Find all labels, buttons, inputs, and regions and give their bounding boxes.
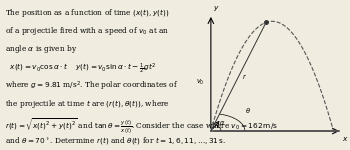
Text: angle $\alpha$ is given by: angle $\alpha$ is given by (5, 43, 77, 55)
Text: $\theta$: $\theta$ (245, 106, 251, 116)
Text: $\alpha$: $\alpha$ (219, 119, 226, 127)
Text: and $\theta = 70^\circ$. Determine $r(t)$ and $\theta(t)$ for $t = 1, 6, 11, \ld: and $\theta = 70^\circ$. Determine $r(t)… (5, 135, 226, 146)
Text: $x(t) = v_0\cos\alpha \cdot t$    $y(t) = v_0\sin\alpha \cdot t - \frac{1}{2}gt^: $x(t) = v_0\cos\alpha \cdot t$ $y(t) = v… (5, 61, 156, 76)
Text: The position as a function of time $(x(t), y(t))$: The position as a function of time $(x(t… (5, 7, 169, 19)
Text: $r(t) = \sqrt{x(t)^2+y(t)^2}$ and $\tan\theta = \frac{y(t)}{x(t)}$. Consider the: $r(t) = \sqrt{x(t)^2+y(t)^2}$ and $\tan\… (5, 116, 278, 135)
Text: of a projectile fired with a speed of $v_0$ at an: of a projectile fired with a speed of $v… (5, 25, 169, 37)
Text: $v_0$: $v_0$ (196, 78, 204, 87)
Text: $y$: $y$ (212, 4, 219, 13)
Text: $r$: $r$ (242, 72, 247, 81)
Text: the projectile at time $t$ are $(r(t), \theta(t))$, where: the projectile at time $t$ are $(r(t), \… (5, 98, 170, 110)
Text: $x$: $x$ (342, 135, 349, 143)
Text: where $g = 9.81$ m/s$^2$. The polar coordinates of: where $g = 9.81$ m/s$^2$. The polar coor… (5, 80, 178, 93)
